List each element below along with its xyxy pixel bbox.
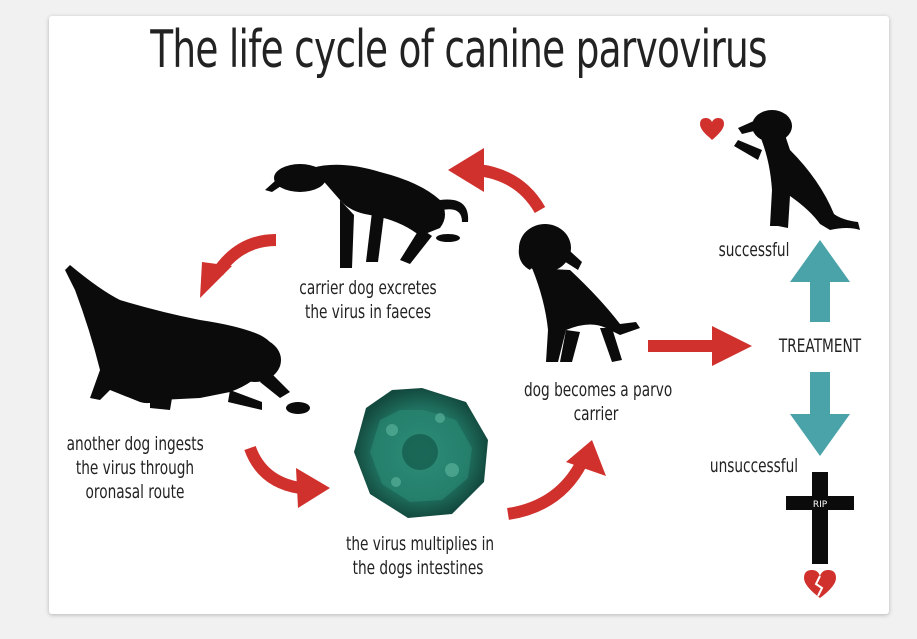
label-carrier-excretes: carrier dog excretes the virus in faeces [299,277,437,323]
label-ingests: another dog ingests the virus through or… [66,433,204,503]
arrowhead [448,148,484,192]
arrow-down-head [790,414,850,456]
heart-icon [700,118,724,140]
arrow-up-shaft [810,278,830,322]
arrowhead [200,262,232,298]
label-treatment: TREATMENT [778,335,862,357]
arrow-carrier-to-excrete [477,164,546,214]
arrow-virus-to-carrier [506,459,588,520]
broken-heart-icon [804,570,836,598]
rip-cross [786,472,854,564]
excreting-dog-silhouette [265,164,469,268]
faeces-blob [286,402,310,414]
rip-text: RIP [813,500,828,510]
arrowhead [296,468,330,508]
arrowhead [712,326,752,366]
arrow-up-head [790,240,850,282]
label-unsuccessful: unsuccessful [709,455,799,477]
page-title: The life cycle of canine parvovirus [150,20,767,80]
recovered-dog-silhouette [734,110,860,230]
arrow-ingest-to-virus [244,445,302,494]
diagram-card [49,16,889,614]
label-virus-multiplies: the virus multiplies in the dogs intesti… [346,533,495,579]
carrier-dog-silhouette [518,224,640,362]
faeces-blob [436,234,460,242]
virus-image [354,388,488,518]
ingesting-dog-silhouette [65,265,310,414]
arrowhead [566,440,606,476]
label-successful: successful [718,239,790,261]
arrow-down-shaft [810,372,830,418]
label-becomes-carrier: dog becomes a parvo carrier [524,379,673,425]
